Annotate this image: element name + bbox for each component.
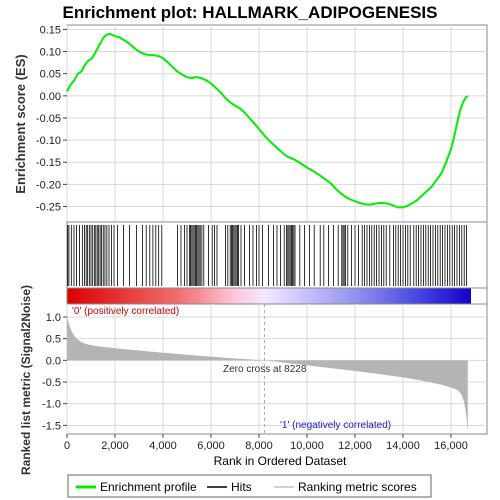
legend-metric-label: Ranking metric scores <box>298 480 417 494</box>
hit-markers <box>67 225 468 286</box>
es-y-tick-label: 0.05 <box>40 69 61 81</box>
es-y-tick-label: 0.00 <box>40 91 61 103</box>
metric-y-axis-label: Ranked list metric (Signal2Noise) <box>19 285 33 475</box>
positive-correlation-label: '0' (positively correlated) <box>72 306 179 317</box>
es-y-tick-label: -0.25 <box>36 202 61 214</box>
x-axis-label: Rank in Ordered Dataset <box>214 454 347 468</box>
es-y-tick-label: -0.20 <box>36 179 61 191</box>
es-panel <box>66 24 488 223</box>
negative-correlation-label: '1' (negatively correlated) <box>280 420 391 431</box>
legend-profile-label: Enrichment profile <box>100 480 197 494</box>
es-y-ticks: 0.15 0.10 0.05 0.00 -0.05 -0.10 -0.15 -0.20 -0.2… <box>36 24 67 214</box>
metric-y-ticks: 1.0 0.5 0.0 -0.5 -1.0 -1.5 <box>42 312 67 432</box>
zero-cross-label: Zero cross at 8228 <box>223 364 307 375</box>
x-tick-label: 0 <box>64 440 70 452</box>
metric-y-tick-label: -1.0 <box>42 399 61 411</box>
x-tick-label: 6,000 <box>197 440 225 452</box>
legend-hits-label: Hits <box>231 480 252 494</box>
rank-color-bar <box>67 288 471 304</box>
metric-y-tick-label: -0.5 <box>42 377 61 389</box>
enrichment-profile-line <box>66 32 469 209</box>
es-y-tick-label: 0.10 <box>40 47 61 59</box>
es-y-tick-label: -0.10 <box>36 135 61 147</box>
x-tick-label: 10,000 <box>290 440 324 452</box>
es-gridlines <box>66 25 487 222</box>
es-y-tick-label: 0.15 <box>40 24 61 36</box>
legend: Enrichment profile Hits Ranking metric s… <box>67 474 432 498</box>
metric-y-tick-label: 1.0 <box>46 312 61 324</box>
x-tick-label: 14,000 <box>386 440 420 452</box>
x-tick-label: 12,000 <box>338 440 372 452</box>
x-tick-label: 2,000 <box>101 440 129 452</box>
chart-title: Enrichment plot: HALLMARK_ADIPOGENESIS <box>63 3 438 22</box>
es-y-tick-label: -0.05 <box>36 113 61 125</box>
x-tick-label: 16,000 <box>434 440 468 452</box>
metric-y-tick-label: 0.0 <box>46 355 61 367</box>
es-y-tick-label: -0.15 <box>36 157 61 169</box>
x-axis-ticks: 0 2,000 4,000 6,000 8,000 10,000 12,000 14,000 1… <box>64 434 468 452</box>
x-tick-label: 4,000 <box>149 440 177 452</box>
es-y-axis-label: Enrichment score (ES) <box>13 54 28 193</box>
legend-box <box>67 474 432 498</box>
metric-y-tick-label: 0.5 <box>46 334 61 346</box>
metric-y-tick-label: -1.5 <box>42 420 61 432</box>
ranking-metric-area <box>67 316 468 432</box>
x-tick-label: 8,000 <box>245 440 273 452</box>
